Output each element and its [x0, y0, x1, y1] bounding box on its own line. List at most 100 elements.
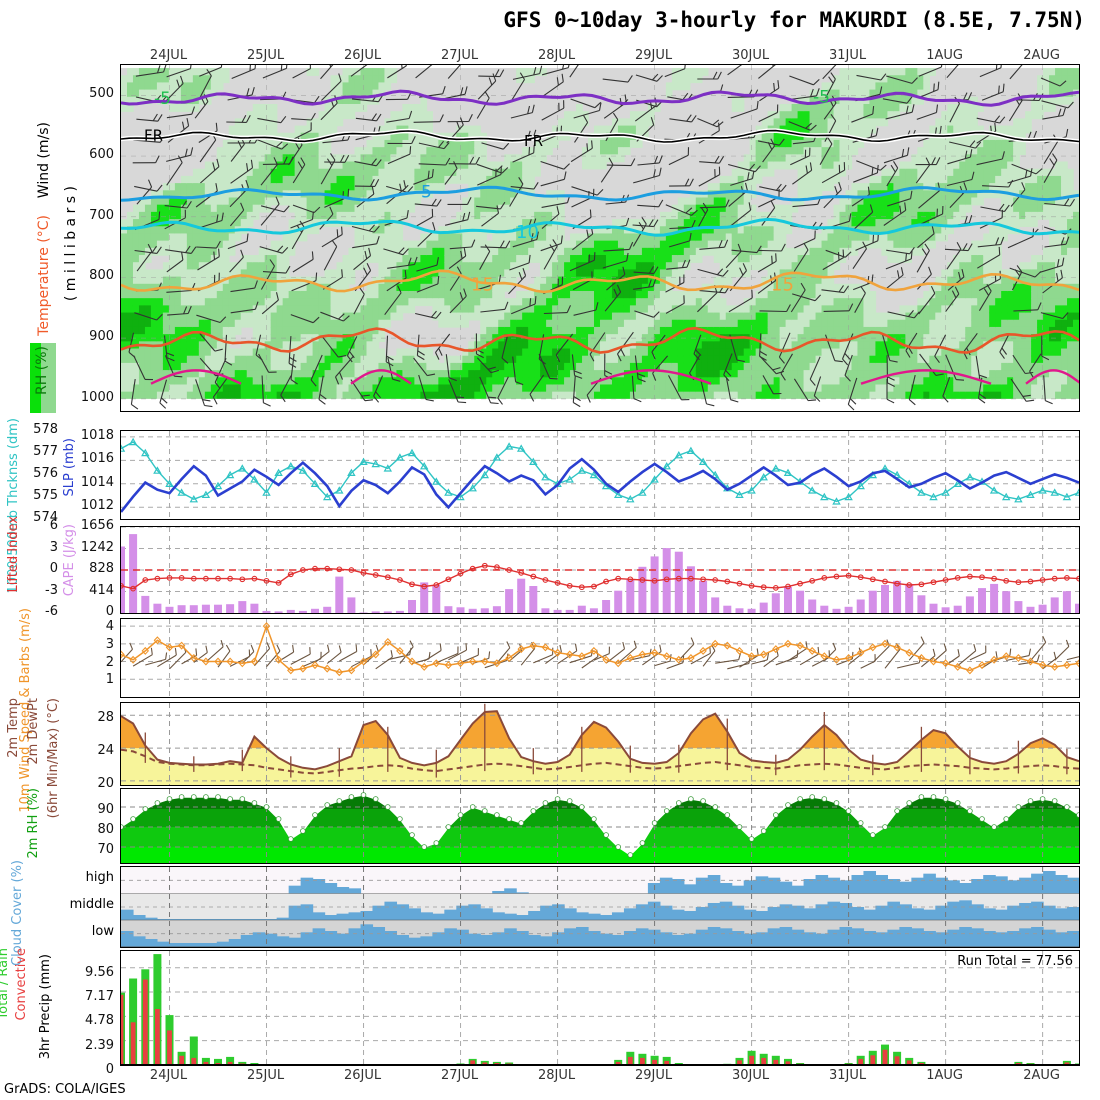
wind-ytick-1: 3 — [105, 636, 114, 652]
wind10m-panel[interactable] — [120, 618, 1080, 698]
cloud-bar — [683, 933, 697, 947]
cloud-bar — [1031, 873, 1044, 894]
precip-convective-bar — [615, 1061, 621, 1065]
cape-bar — [856, 599, 865, 613]
cape-y-ticks: 1656 1242 828 414 0 — [76, 518, 118, 619]
cloud-bar — [623, 931, 637, 947]
cape-bar — [505, 589, 514, 613]
cape-bar — [129, 534, 138, 613]
cloud-bar — [540, 905, 553, 921]
cape-bar — [917, 595, 926, 613]
precip-panel[interactable]: Run Total = 77.56 — [120, 950, 1080, 1066]
temp-minmax-bars — [144, 703, 1068, 778]
cloud-bar — [216, 941, 230, 947]
temp2m-panel[interactable] — [120, 702, 1080, 786]
temp-gridlines — [121, 703, 1079, 785]
temp-series — [121, 710, 1079, 775]
precip-axis-labels: Total / Rain Convective 3hr Precip (mm) … — [0, 948, 120, 1077]
slp-ytick-1: 1016 — [80, 451, 114, 467]
cloud-bar — [216, 919, 230, 921]
slp-thickness-panel[interactable] — [120, 430, 1080, 520]
date-tick-29jul: 29JUL — [634, 48, 673, 63]
lifted-index-ytick-1: -3 — [45, 582, 58, 598]
cloud-bar — [647, 901, 661, 921]
cloud-bar — [719, 928, 733, 947]
rh2m-y-ticks: 90 80 70 — [76, 786, 118, 864]
precip-convective-bar — [749, 1055, 754, 1065]
cape-bar — [796, 590, 805, 613]
cape-bar — [153, 603, 162, 613]
contour-label-10: 10 — [516, 222, 539, 243]
cape-bar — [541, 608, 550, 613]
cloud-bar — [743, 933, 757, 947]
cloud-bar — [983, 908, 996, 921]
cloud-bar — [1043, 929, 1056, 947]
lifted-index-ytick-3: 3 — [49, 539, 58, 555]
cloud-bar — [348, 912, 362, 921]
cloud-bar — [779, 904, 793, 921]
precip-gridlines — [121, 951, 1079, 1065]
cloud-bar — [899, 904, 912, 921]
cloud-bar — [1043, 905, 1056, 921]
cloud-bar — [456, 905, 469, 921]
cape-ytick-3: 414 — [89, 582, 114, 598]
rh2m-panel[interactable] — [120, 788, 1080, 864]
cape-bar — [298, 610, 307, 613]
temp2m-label: 2m Temp — [6, 698, 21, 758]
vertical-profile-panel[interactable]: -5 -5 FR FR 5 10 15 15 — [120, 64, 1080, 412]
cape-ytick-2: 828 — [89, 561, 114, 576]
lifted-index-cape-panel[interactable] — [120, 526, 1080, 614]
cape-bar — [868, 590, 877, 613]
cape-bar — [335, 576, 344, 613]
cloud-bar — [180, 919, 194, 921]
cloud-bar — [743, 880, 757, 894]
cloud-bar — [264, 933, 278, 947]
cloud-bar — [192, 943, 206, 947]
cloud-bar — [671, 935, 685, 947]
profile-ytick-0: 500 — [89, 86, 114, 102]
cape-gridlines — [121, 527, 1079, 613]
temperature-legend-label: Temperature (°C) — [36, 215, 52, 336]
cloud-bar — [288, 885, 302, 894]
cloud-cover-panel[interactable] — [120, 866, 1080, 948]
temp2m-ytick-0: 28 — [97, 710, 114, 726]
cape-bar — [711, 597, 720, 613]
slp-label: SLP (mb) — [62, 438, 77, 497]
cloud-bar — [588, 931, 601, 947]
cape-bar — [565, 609, 574, 613]
cape-ytick-1: 1242 — [80, 539, 114, 555]
cloud-bar — [719, 883, 733, 894]
cloud-bar — [1019, 928, 1032, 947]
cloud-bar — [983, 875, 996, 894]
cape-bar — [347, 597, 356, 613]
precip-convective-bar — [121, 994, 124, 1065]
wind-gridlines — [121, 619, 1079, 697]
cloud-bar — [408, 908, 421, 921]
cape-bars — [121, 534, 1079, 613]
temp2m-y-ticks: 28 24 20 — [76, 700, 118, 791]
cloud-bar — [971, 904, 984, 921]
cloud-bar — [204, 919, 218, 921]
cape-bar — [420, 582, 429, 613]
precip-convective-bar — [470, 1060, 476, 1065]
cloud-bar — [899, 881, 912, 894]
cloud-bar — [228, 919, 242, 921]
cloud-bar — [1043, 871, 1056, 894]
cloud-bar — [264, 919, 278, 921]
cloud-bar — [791, 929, 805, 947]
profile-y-ticks: 500 600 700 800 900 1000 — [74, 60, 118, 420]
cloud-row-middle — [121, 893, 1079, 921]
precip-convective-bar — [737, 1060, 742, 1065]
cape-label: CAPE (J/kg) — [62, 524, 77, 597]
date-tick-30jul: 30JUL — [732, 48, 770, 63]
precip-convective-bar — [870, 1055, 876, 1065]
cloud-bar — [995, 876, 1008, 894]
cloud-bar — [288, 937, 302, 947]
cloud-bar — [827, 901, 841, 921]
cloud-bar — [504, 888, 517, 894]
cloud-bar — [755, 932, 769, 947]
profile-ytick-2: 700 — [89, 207, 114, 223]
cloud-bar — [336, 933, 350, 947]
cloud-bar — [875, 875, 888, 894]
